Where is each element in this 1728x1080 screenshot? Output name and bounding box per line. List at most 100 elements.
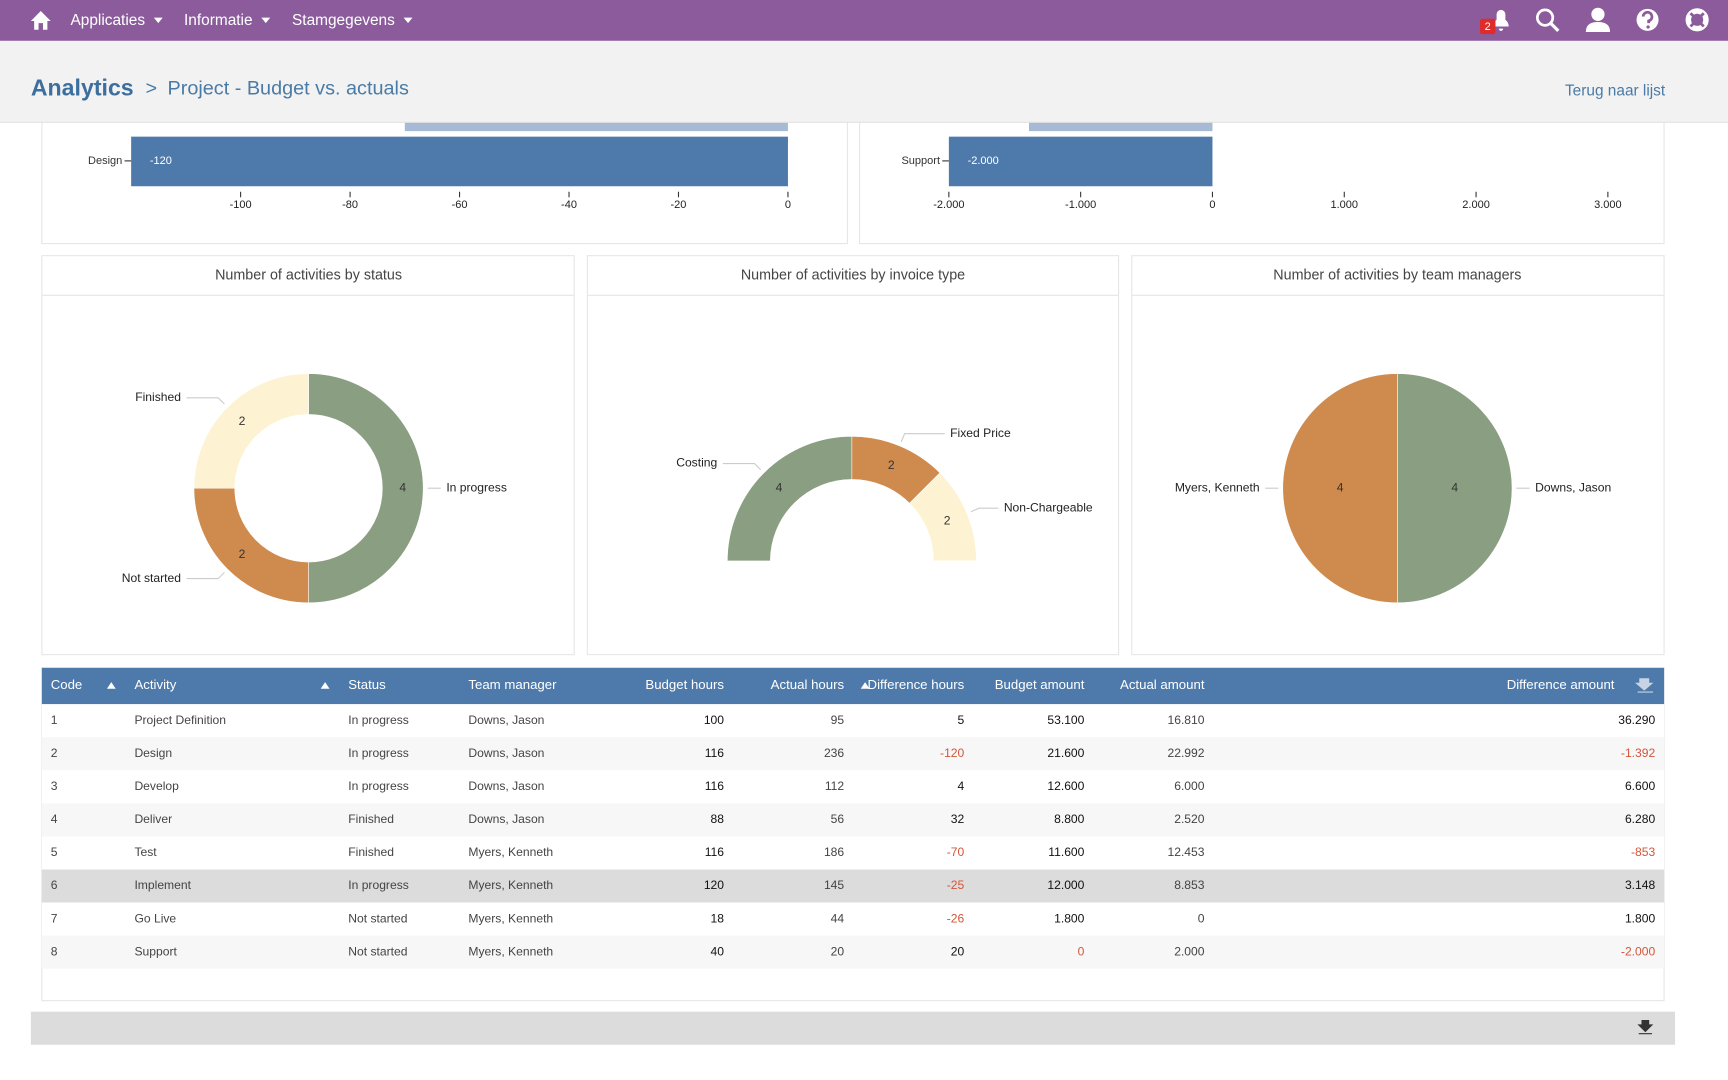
table-cell: In progress: [348, 878, 409, 892]
table-row[interactable]: [41, 737, 1665, 771]
navbar: [0, 0, 1728, 41]
table-row[interactable]: [41, 803, 1665, 837]
table-cell: 1.800: [1625, 911, 1656, 925]
table-header: [41, 667, 1665, 705]
table-cell: Project Definition: [134, 713, 226, 727]
value-label: 2: [888, 458, 895, 472]
table-cell: Myers, Kenneth: [468, 944, 553, 958]
table-cell: Implement: [134, 878, 191, 892]
table-cell: 116: [705, 779, 725, 793]
back-link[interactable]: Terug naar lijst: [1565, 83, 1666, 100]
table-cell: 4: [958, 779, 965, 793]
menu-item[interactable]: Stamgegevens: [292, 12, 395, 29]
table-cell: 88: [711, 812, 725, 826]
table-cell: 120: [704, 878, 724, 892]
download-icon[interactable]: [1637, 1019, 1654, 1035]
column-header[interactable]: Budget hours: [645, 677, 724, 692]
leader-line: [186, 397, 225, 405]
home-icon[interactable]: [30, 11, 51, 30]
x-tick-label: -1.000: [1065, 199, 1096, 211]
value-label: 4: [399, 480, 406, 494]
table-cell: Go Live: [134, 911, 176, 925]
table-cell: 6.600: [1625, 779, 1656, 793]
menu-item[interactable]: Applicaties: [71, 12, 146, 29]
table-cell: Not started: [348, 944, 407, 958]
table-cell: 11.600: [1048, 845, 1084, 859]
table-cell: 5: [51, 845, 58, 859]
leader-line: [900, 433, 945, 443]
pie-charts: Number of activities by status 4 In progre…: [122, 267, 1611, 604]
x-tick-label: -40: [561, 199, 577, 211]
table-cell: Myers, Kenneth: [468, 878, 553, 892]
table-cell: Downs, Jason: [468, 713, 544, 727]
value-label: -120: [150, 155, 172, 167]
search-icon[interactable]: [1535, 8, 1555, 27]
table-row[interactable]: [41, 935, 1665, 969]
column-header[interactable]: Difference hours: [868, 677, 965, 692]
table: Code Activity Status Team manager Budget hou…: [41, 677, 1665, 969]
x-tick-label: 3.000: [1594, 199, 1622, 211]
table-cell: 116: [705, 845, 725, 859]
table-cell: 8.853: [1174, 878, 1205, 892]
table-cell: In progress: [348, 713, 409, 727]
slice-label: Myers, Kenneth: [1175, 480, 1260, 494]
table-cell: 53.100: [1047, 713, 1084, 727]
table-cell: 116: [705, 746, 725, 760]
column-header[interactable]: Team manager: [468, 677, 557, 692]
table-cell: In progress: [348, 779, 409, 793]
table-cell: 6: [51, 878, 58, 892]
table-row[interactable]: [41, 704, 1665, 738]
x-tick-label: 2.000: [1462, 199, 1490, 211]
table-cell: 22.992: [1167, 746, 1204, 760]
column-header[interactable]: Difference amount: [1507, 677, 1615, 692]
value-label: 2: [239, 547, 246, 561]
menu-item[interactable]: Informatie: [184, 12, 253, 29]
page-title[interactable]: Analytics: [31, 74, 134, 100]
column-header[interactable]: Budget amount: [995, 677, 1085, 692]
user-icon-body: [1585, 22, 1611, 32]
slice-label: Downs, Jason: [1535, 480, 1611, 494]
bell-icon[interactable]: [1493, 9, 1509, 31]
table-cell: Myers, Kenneth: [468, 911, 553, 925]
footer-bar: [30, 1011, 1676, 1045]
slice-label: Fixed Price: [950, 426, 1011, 440]
menu: Applicaties Informatie Stamgegevens: [71, 12, 413, 29]
table-cell: 112: [825, 779, 845, 793]
support-icon[interactable]: [1685, 8, 1709, 32]
table-cell: Myers, Kenneth: [468, 845, 553, 859]
badge-count: 2: [1485, 21, 1491, 33]
table-row[interactable]: [41, 836, 1665, 870]
table-cell: Not started: [348, 911, 407, 925]
table-cell: 2.520: [1174, 812, 1205, 826]
user-icon[interactable]: [1591, 7, 1605, 21]
help-glyph: [1641, 10, 1654, 24]
column-header[interactable]: Actual hours: [771, 677, 845, 692]
table-cell: Design: [134, 746, 172, 760]
table-cell: -70: [947, 845, 965, 859]
column-header[interactable]: Code: [51, 677, 83, 692]
table-cell: 6.000: [1174, 779, 1205, 793]
badge: [1480, 18, 1496, 35]
caret: [403, 17, 413, 24]
category-label: Support: [901, 155, 940, 167]
download-icon[interactable]: [1635, 678, 1654, 693]
table-row[interactable]: [41, 770, 1665, 804]
column-header[interactable]: Activity: [134, 677, 176, 692]
column-header[interactable]: Actual amount: [1120, 677, 1205, 692]
slice: [1282, 373, 1398, 604]
table-cell: 5: [958, 713, 965, 727]
x-tick-label: -100: [230, 199, 252, 211]
column-header[interactable]: Status: [348, 677, 386, 692]
value-label: -2.000: [968, 155, 999, 167]
table-row[interactable]: [41, 902, 1665, 936]
table-cell: 186: [824, 845, 844, 859]
table-cell: -853: [1631, 845, 1656, 859]
table-cell: 20: [951, 944, 965, 958]
table-cell: 40: [711, 944, 725, 958]
table-cell: 32: [951, 812, 965, 826]
table-row[interactable]: [41, 869, 1665, 903]
x-tick-label: 1.000: [1330, 199, 1358, 211]
